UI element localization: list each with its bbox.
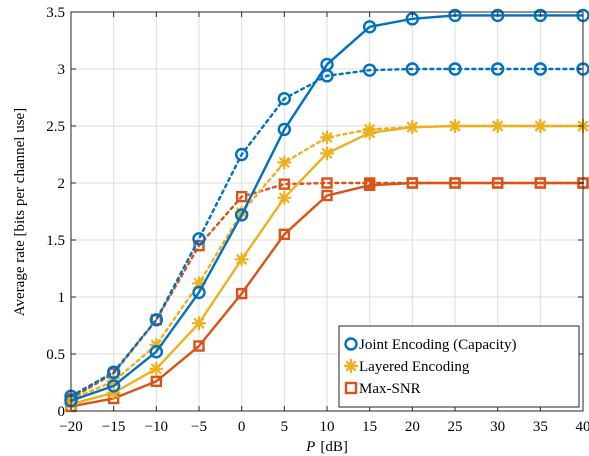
data-point-square (235, 287, 248, 300)
legend-label-layered: Layered Encoding (359, 359, 470, 375)
legend-entry-maxsnr: Max-SNR (344, 381, 421, 397)
x-tick-label: 20 (405, 419, 420, 435)
legend-label-joint: Joint Encoding (Capacity) (359, 337, 516, 353)
data-point-circle (490, 62, 505, 76)
data-point-square (363, 179, 376, 191)
y-tick-label: 2.5 (46, 119, 65, 135)
x-tick-label: 5 (281, 419, 289, 435)
legend: Joint Encoding (Capacity) Layered Encodi… (338, 325, 580, 408)
y-tick-label: 0 (58, 404, 66, 420)
data-point-star (277, 155, 292, 170)
data-point-star (447, 118, 463, 134)
x-tick-label: 40 (576, 419, 589, 435)
data-point-circle (448, 8, 462, 23)
data-point-circle (277, 91, 292, 106)
legend-circle-marker (344, 337, 358, 351)
data-point-star (149, 361, 164, 376)
data-point-circle (106, 379, 121, 393)
data-point-circle (448, 62, 462, 76)
data-point-circle (277, 122, 292, 137)
data-point-star (490, 118, 505, 134)
x-tick-label: 35 (533, 419, 548, 435)
y-tick-label: 1.5 (46, 233, 65, 249)
x-tick-label: 0 (238, 419, 246, 435)
x-axis-label: P [dB] (305, 439, 348, 455)
data-point-square (278, 228, 291, 241)
data-point-square (534, 177, 547, 189)
x-tick-label: 15 (362, 419, 377, 435)
legend-label-maxsnr: Max-SNR (359, 381, 421, 397)
x-tick-label: 30 (490, 419, 505, 435)
data-point-circle (192, 232, 206, 246)
series-line (69, 67, 585, 398)
legend-entry-joint: Joint Encoding (Capacity) (344, 337, 516, 353)
data-point-circle (149, 345, 164, 359)
data-point-star (319, 130, 335, 145)
data-point-circle (490, 8, 505, 23)
data-point-square (321, 189, 333, 202)
data-point-circle (234, 208, 249, 222)
data-point-circle (234, 147, 249, 162)
x-tick-label: −5 (191, 419, 207, 435)
data-point-circle (192, 285, 206, 300)
data-point-square (278, 178, 291, 190)
data-point-circle (106, 365, 121, 379)
x-tick-label: 25 (448, 419, 463, 435)
legend-entry-layered: Layered Encoding (343, 358, 470, 375)
data-point-square (193, 340, 205, 352)
y-axis-label: Average rate [bits per channel use] (12, 108, 28, 316)
data-point-star (234, 252, 249, 267)
legend-star-marker (343, 358, 359, 374)
data-point-star (319, 146, 335, 161)
data-point-circle (533, 8, 548, 23)
data-point-circle (362, 63, 377, 77)
data-point-star (533, 118, 548, 134)
x-axis-label-unit: [dB] (320, 439, 348, 455)
data-point-square (321, 177, 333, 189)
data-point-square (406, 177, 419, 189)
data-point-star (106, 385, 121, 400)
data-point-circle (405, 62, 420, 76)
data-point-star (191, 316, 207, 331)
legend-square-marker (344, 381, 358, 395)
x-tick-label: −10 (145, 419, 168, 435)
data-point-square (235, 190, 248, 203)
data-point-circle (362, 20, 377, 34)
x-tick-label: 10 (320, 419, 335, 435)
data-point-square (150, 375, 163, 388)
y-tick-label: 0.5 (46, 347, 65, 363)
y-tick-label: 1 (58, 290, 66, 306)
data-point-star (362, 125, 377, 140)
data-point-circle (149, 313, 164, 327)
ticks: −20 −15 −10 −5 0 5 10 15 20 25 30 35 40 0 0.5 1 1.5 2 2.5 3… (46, 5, 589, 435)
data-point-square (449, 177, 461, 189)
data-point-square (491, 177, 504, 189)
x-axis-label-var: P (305, 439, 315, 455)
series-line (70, 181, 583, 408)
y-tick-label: 2 (58, 176, 66, 192)
data-point-star (405, 120, 420, 135)
data-point-star (277, 190, 292, 205)
x-tick-label: −15 (102, 419, 125, 435)
x-tick-label: −20 (59, 419, 82, 435)
series-4-square-solid (65, 177, 589, 413)
data-point-circle (320, 57, 334, 72)
data-point-circle (533, 62, 548, 76)
y-tick-label: 3.5 (46, 5, 65, 21)
legend-box (338, 325, 580, 408)
y-tick-label: 3 (58, 62, 66, 78)
